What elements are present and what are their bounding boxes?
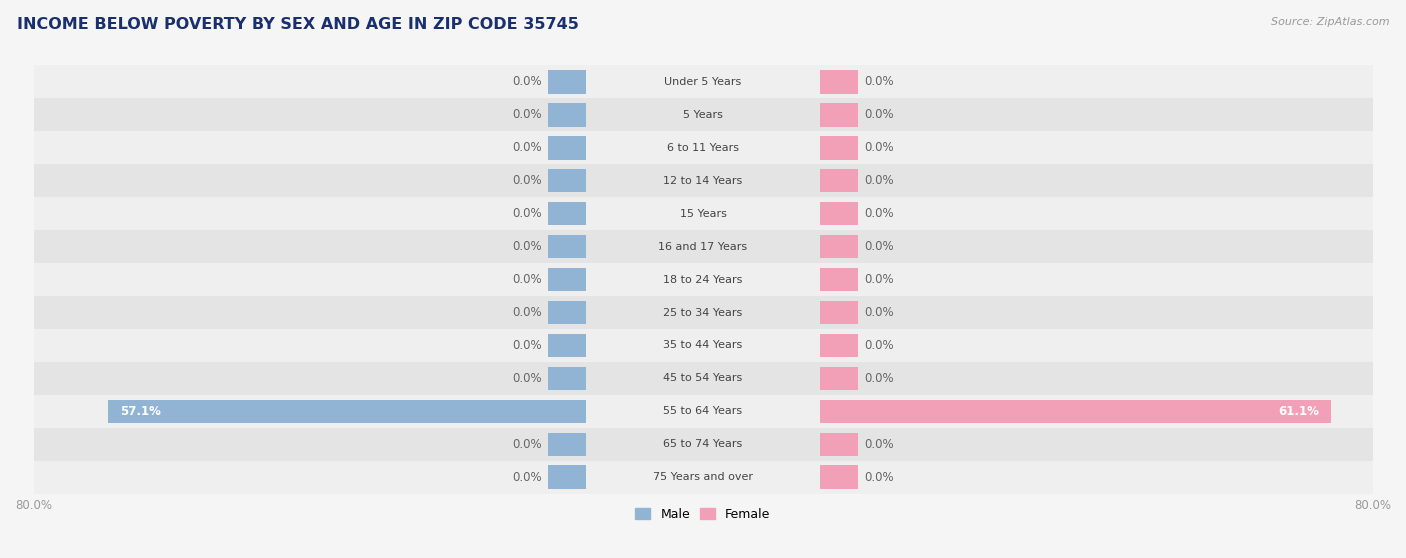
Bar [820,136,858,160]
Text: 0.0%: 0.0% [512,471,541,484]
Bar [820,169,858,193]
Bar [548,235,586,258]
Text: 0.0%: 0.0% [512,306,541,319]
Bar [548,70,586,94]
Bar [820,103,858,127]
Text: 0.0%: 0.0% [512,174,541,187]
Text: 0.0%: 0.0% [865,339,894,352]
Bar [820,367,858,390]
Text: 16 and 17 Years: 16 and 17 Years [658,242,748,252]
Text: 0.0%: 0.0% [512,273,541,286]
Text: 0.0%: 0.0% [865,273,894,286]
Bar [34,395,1372,428]
Text: 5 Years: 5 Years [683,110,723,119]
Text: 0.0%: 0.0% [865,306,894,319]
Text: 0.0%: 0.0% [512,75,541,88]
Bar [820,268,858,291]
Bar [108,400,586,424]
Text: 15 Years: 15 Years [679,209,727,219]
Bar [548,301,586,324]
Text: 12 to 14 Years: 12 to 14 Years [664,176,742,186]
Bar [34,164,1372,197]
Bar [548,169,586,193]
Text: 25 to 34 Years: 25 to 34 Years [664,307,742,318]
Bar [548,465,586,489]
Legend: Male, Female: Male, Female [630,503,776,526]
Text: 45 to 54 Years: 45 to 54 Years [664,373,742,383]
Text: 0.0%: 0.0% [865,75,894,88]
Text: 0.0%: 0.0% [512,372,541,385]
Text: 0.0%: 0.0% [865,207,894,220]
Bar [820,334,858,357]
Text: 55 to 64 Years: 55 to 64 Years [664,406,742,416]
Bar [548,103,586,127]
Text: Under 5 Years: Under 5 Years [665,76,741,86]
Bar [820,202,858,225]
Text: 0.0%: 0.0% [865,438,894,451]
Bar [34,65,1372,98]
Text: 35 to 44 Years: 35 to 44 Years [664,340,742,350]
Bar [34,329,1372,362]
Bar [34,296,1372,329]
Text: INCOME BELOW POVERTY BY SEX AND AGE IN ZIP CODE 35745: INCOME BELOW POVERTY BY SEX AND AGE IN Z… [17,17,579,32]
Bar [548,432,586,456]
Text: Source: ZipAtlas.com: Source: ZipAtlas.com [1271,17,1389,27]
Bar [548,334,586,357]
Bar [820,301,858,324]
Text: 0.0%: 0.0% [865,372,894,385]
Text: 0.0%: 0.0% [512,438,541,451]
Bar [34,461,1372,494]
Text: 0.0%: 0.0% [865,174,894,187]
Text: 75 Years and over: 75 Years and over [652,473,754,482]
Text: 57.1%: 57.1% [121,405,162,418]
Bar [548,136,586,160]
Text: 0.0%: 0.0% [512,108,541,121]
Text: 0.0%: 0.0% [865,141,894,154]
Text: 65 to 74 Years: 65 to 74 Years [664,439,742,449]
Text: 0.0%: 0.0% [865,240,894,253]
Text: 0.0%: 0.0% [512,141,541,154]
Bar [34,362,1372,395]
Text: 18 to 24 Years: 18 to 24 Years [664,275,742,285]
Text: 0.0%: 0.0% [512,207,541,220]
Bar [820,400,1331,424]
Bar [820,235,858,258]
Bar [548,268,586,291]
Text: 6 to 11 Years: 6 to 11 Years [666,143,740,153]
Text: 61.1%: 61.1% [1278,405,1319,418]
Bar [820,70,858,94]
Bar [820,465,858,489]
Bar [34,131,1372,164]
Text: 0.0%: 0.0% [865,108,894,121]
Bar [34,428,1372,461]
Bar [34,98,1372,131]
Bar [34,197,1372,230]
Bar [548,367,586,390]
Text: 0.0%: 0.0% [865,471,894,484]
Text: 0.0%: 0.0% [512,240,541,253]
Bar [820,432,858,456]
Bar [34,263,1372,296]
Bar [34,230,1372,263]
Text: 0.0%: 0.0% [512,339,541,352]
Bar [548,202,586,225]
